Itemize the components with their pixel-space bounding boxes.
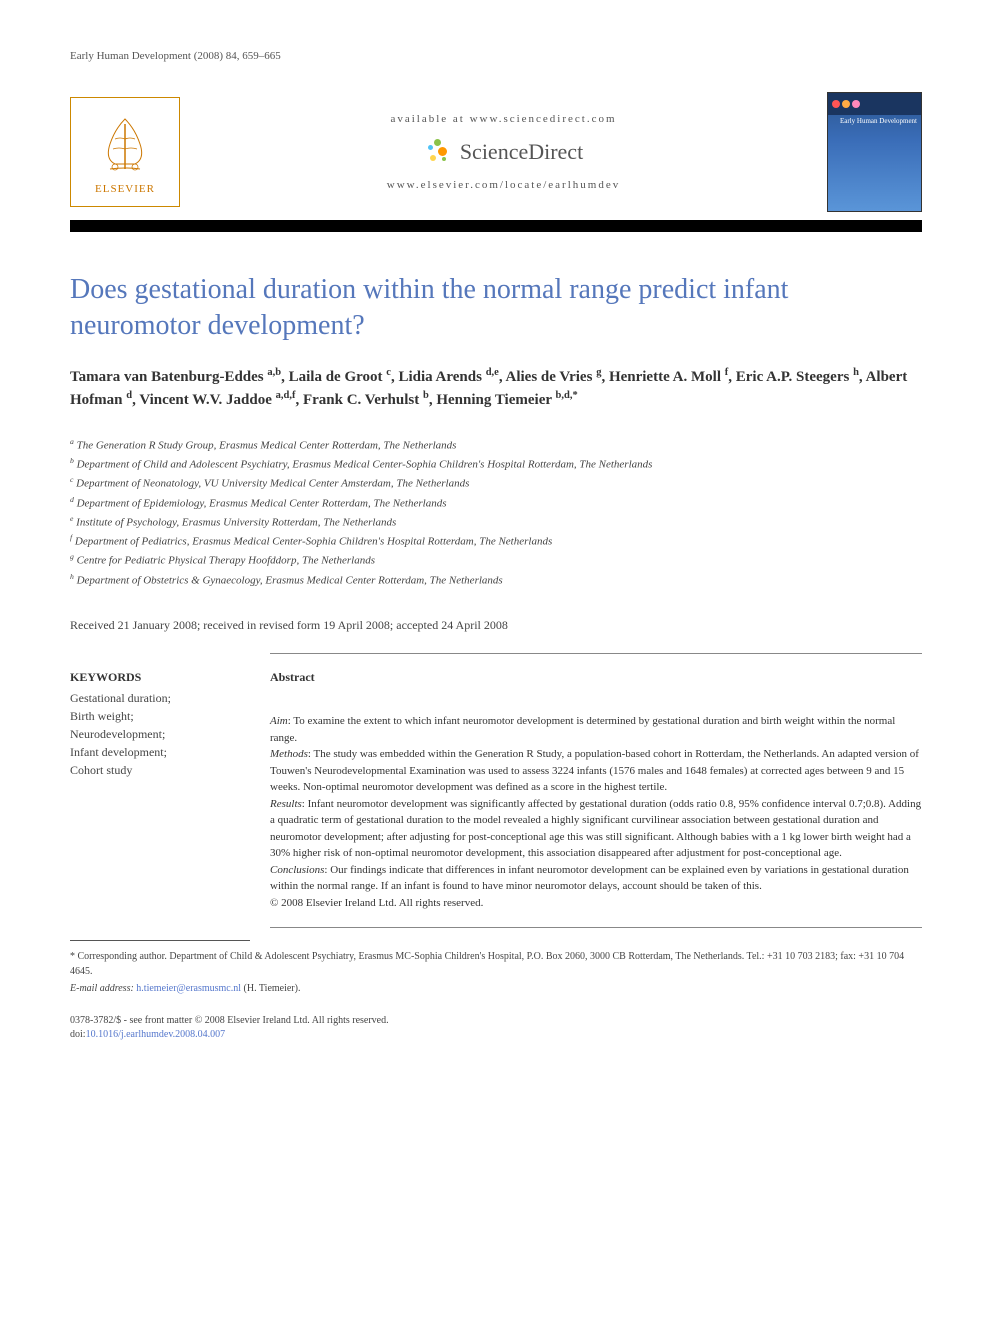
elsevier-logo: ELSEVIER [70, 97, 180, 207]
journal-url: www.elsevier.com/locate/earlhumdev [200, 179, 807, 191]
keywords-list: Gestational duration;Birth weight;Neurod… [70, 689, 240, 779]
elsevier-label: ELSEVIER [95, 183, 155, 195]
email-label: E-mail address: [70, 983, 134, 994]
corresponding-author: * Corresponding author. Department of Ch… [70, 949, 922, 979]
front-matter: 0378-3782/$ - see front matter © 2008 El… [70, 1014, 922, 1042]
affiliation-line: h Department of Obstetrics & Gynaecology… [70, 571, 922, 590]
available-at-text: available at www.sciencedirect.com [200, 113, 807, 125]
affiliation-line: c Department of Neonatology, VU Universi… [70, 474, 922, 493]
elsevier-tree-icon [85, 109, 165, 179]
keywords-heading: KEYWORDS [70, 670, 240, 685]
divider-bar [70, 220, 922, 232]
center-banner: available at www.sciencedirect.com Scien… [180, 113, 827, 191]
journal-citation: Early Human Development (2008) 84, 659–6… [70, 50, 281, 62]
affiliation-line: a The Generation R Study Group, Erasmus … [70, 436, 922, 455]
journal-cover: Early Human Development [827, 92, 922, 212]
affiliation-line: f Department of Pediatrics, Erasmus Medi… [70, 532, 922, 551]
divider [270, 653, 922, 654]
doi-link[interactable]: 10.1016/j.earlhumdev.2008.04.007 [86, 1029, 226, 1040]
sciencedirect-logo: ScienceDirect [200, 137, 807, 167]
divider [270, 927, 922, 928]
abstract-heading: Abstract [270, 670, 922, 685]
affiliations: a The Generation R Study Group, Erasmus … [70, 436, 922, 590]
front-matter-text: 0378-3782/$ - see front matter © 2008 El… [70, 1015, 389, 1026]
authors-list: Tamara van Batenburg-Eddes a,b, Laila de… [70, 365, 922, 412]
affiliation-line: d Department of Epidemiology, Erasmus Me… [70, 494, 922, 513]
dates: Received 21 January 2008; received in re… [70, 618, 922, 633]
cover-title: Early Human Development [828, 115, 921, 127]
banner: ELSEVIER available at www.sciencedirect.… [70, 92, 922, 212]
affiliation-line: e Institute of Psychology, Erasmus Unive… [70, 513, 922, 532]
abstract-section: KEYWORDS Gestational duration;Birth weig… [70, 670, 922, 912]
sciencedirect-text: ScienceDirect [460, 139, 583, 165]
article-title: Does gestational duration within the nor… [70, 272, 922, 345]
footnote-divider [70, 940, 250, 941]
email-line: E-mail address: h.tiemeier@erasmusmc.nl … [70, 983, 922, 994]
sciencedirect-icon [424, 137, 454, 167]
abstract-column: Abstract Aim: To examine the extent to w… [270, 670, 922, 912]
abstract-text: Aim: To examine the extent to which infa… [270, 697, 922, 912]
affiliation-line: b Department of Child and Adolescent Psy… [70, 455, 922, 474]
email-author: (H. Tiemeier). [244, 983, 301, 994]
email-link[interactable]: h.tiemeier@erasmusmc.nl [136, 983, 241, 994]
keywords-column: KEYWORDS Gestational duration;Birth weig… [70, 670, 240, 912]
doi-label: doi: [70, 1029, 86, 1040]
affiliation-line: g Centre for Pediatric Physical Therapy … [70, 551, 922, 570]
